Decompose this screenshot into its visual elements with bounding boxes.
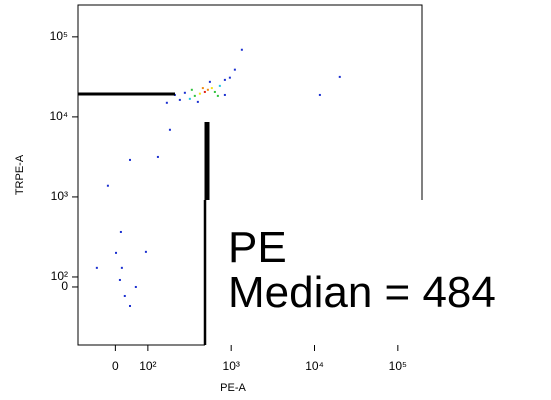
- data-point: [144, 250, 147, 253]
- data-point: [240, 48, 243, 51]
- data-point: [213, 90, 216, 93]
- y-tick-label: 10²: [51, 269, 68, 283]
- data-point: [165, 101, 168, 104]
- data-point: [128, 158, 131, 161]
- data-point: [198, 92, 201, 95]
- data-point: [228, 76, 231, 79]
- data-point: [218, 84, 221, 87]
- data-point: [201, 87, 204, 90]
- data-point: [188, 97, 191, 100]
- annotation-box: [205, 200, 425, 350]
- data-point: [210, 87, 213, 90]
- data-point: [196, 100, 199, 103]
- data-point: [183, 91, 186, 94]
- data-point: [190, 88, 193, 91]
- data-point: [168, 128, 171, 131]
- x-axis-label: PE-A: [220, 382, 246, 394]
- y-tick-label: 10⁴: [49, 109, 68, 123]
- y-axis-label: TRPE-A: [14, 154, 26, 195]
- data-point: [106, 184, 109, 187]
- data-point: [156, 155, 159, 158]
- data-point: [208, 80, 211, 83]
- data-point: [95, 266, 98, 269]
- x-tick-label: 10⁵: [389, 359, 407, 373]
- data-point: [178, 98, 181, 101]
- data-point: [223, 78, 226, 81]
- data-point: [203, 90, 206, 93]
- y-tick-label: 0: [61, 279, 68, 293]
- data-point: [120, 266, 123, 269]
- annotation: PE: [228, 223, 287, 272]
- data-point: [206, 88, 209, 91]
- x-tick-label: 0: [112, 359, 119, 373]
- data-point: [193, 94, 196, 97]
- data-point: [123, 294, 126, 297]
- annotation: Median = 484: [228, 268, 496, 317]
- data-point: [233, 68, 236, 71]
- data-point: [118, 278, 121, 281]
- data-point: [119, 230, 122, 233]
- data-point: [338, 75, 341, 78]
- y-tick-label: 10⁵: [50, 29, 68, 43]
- x-tick-label: 10³: [223, 359, 240, 373]
- x-tick-label: 10²: [139, 359, 156, 373]
- y-tick-label: 10³: [51, 189, 68, 203]
- plot-area: [95, 48, 341, 307]
- data-point: [216, 94, 219, 97]
- data-point: [128, 304, 131, 307]
- x-tick-label: 10⁴: [305, 359, 324, 373]
- data-point: [223, 93, 226, 96]
- data-point: [115, 251, 118, 254]
- data-point: [134, 285, 137, 288]
- data-point: [318, 93, 321, 96]
